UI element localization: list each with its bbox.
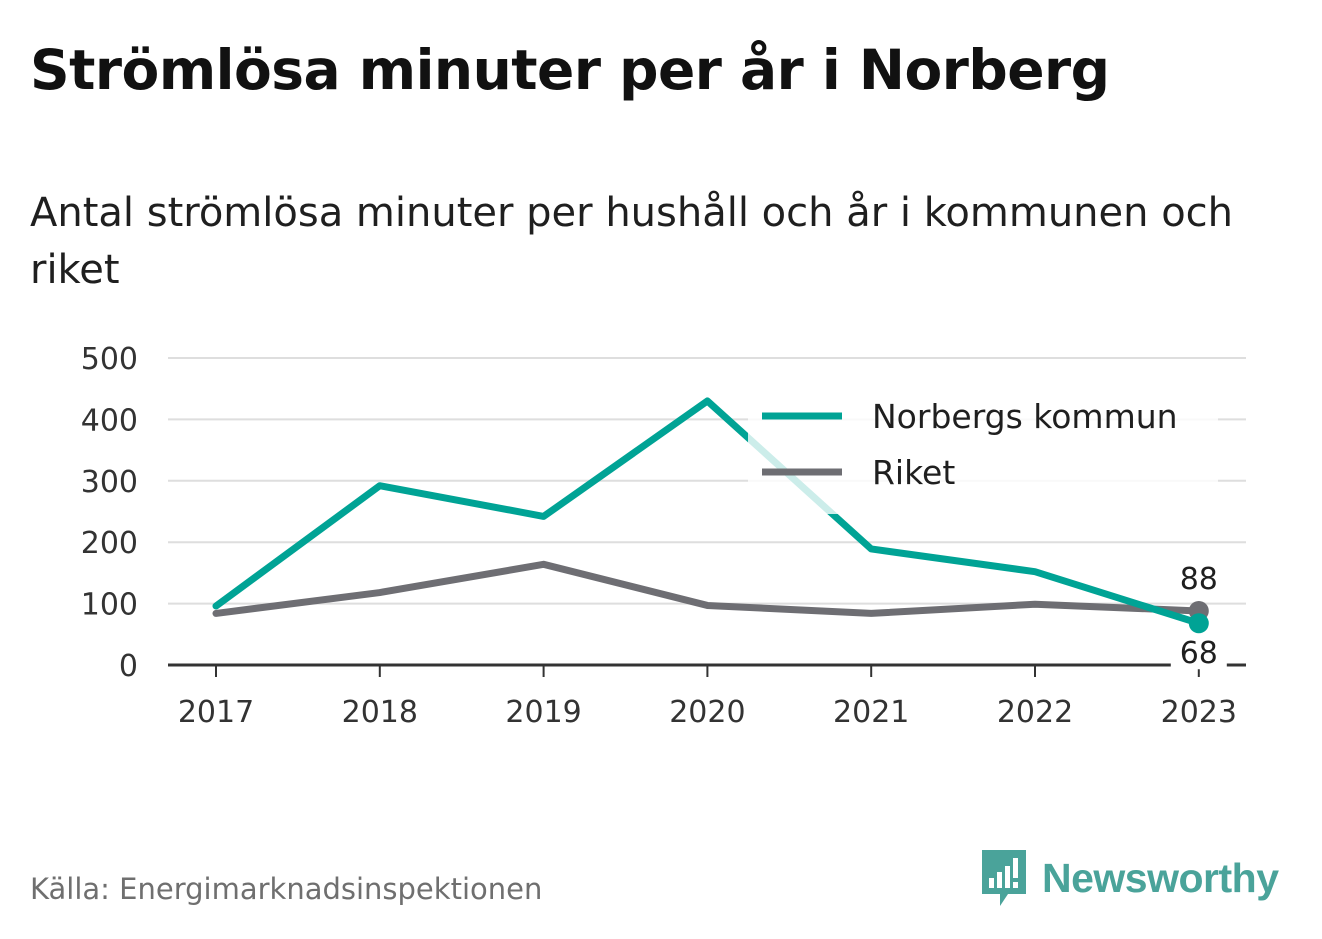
line-chart: 0 100 200 300 400 500 2017 2018 2019 2020 2021 202… xyxy=(81,342,1246,730)
chart-title: Strömlösa minuter per år i Norberg xyxy=(30,38,1110,102)
legend-background xyxy=(748,390,1218,514)
end-value-label: 88 xyxy=(1180,562,1218,597)
y-tick-label: 200 xyxy=(81,526,138,561)
x-axis: 2017 2018 2019 2020 2021 2022 2023 xyxy=(168,663,1246,730)
y-tick-label: 300 xyxy=(81,465,138,500)
y-axis: 0 100 200 300 400 500 xyxy=(81,342,138,684)
brand-logo: Newsworthy xyxy=(980,848,1279,908)
chart-subtitle: Antal strömlösa minuter per hushåll och … xyxy=(30,190,1234,293)
newsworthy-logo-icon xyxy=(982,850,1026,906)
y-tick-label: 500 xyxy=(81,342,138,377)
series-line xyxy=(212,397,1203,627)
end-value-label: 68 xyxy=(1180,636,1218,671)
x-tick-label: 2020 xyxy=(669,695,745,730)
x-tick-label: 2021 xyxy=(833,695,909,730)
series-line xyxy=(212,560,1203,617)
x-tick-label: 2022 xyxy=(997,695,1073,730)
source-note: Källa: Energimarknadsinspektionen xyxy=(30,872,543,906)
x-tick-label: 2019 xyxy=(505,695,581,730)
y-tick-label: 100 xyxy=(81,588,138,623)
x-tick-label: 2018 xyxy=(342,695,418,730)
legend: Norbergs kommun Riket xyxy=(748,390,1218,514)
y-tick-label: 400 xyxy=(81,403,138,438)
legend-label: Riket xyxy=(872,453,955,492)
end-markers: 88 68 xyxy=(1170,562,1227,671)
legend-label: Norbergs kommun xyxy=(872,397,1178,436)
x-tick-label: 2023 xyxy=(1161,695,1237,730)
brand-name: Newsworthy xyxy=(1042,854,1279,901)
end-point-marker xyxy=(1188,613,1209,634)
x-tick-label: 2017 xyxy=(178,695,254,730)
end-label-background xyxy=(1170,635,1227,670)
y-tick-label: 0 xyxy=(119,649,138,684)
series-lines xyxy=(212,397,1203,627)
